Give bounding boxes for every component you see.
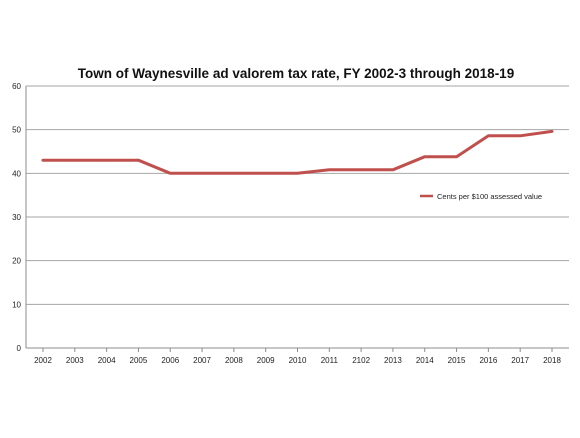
x-tick-label: 2006 [161, 356, 179, 365]
data-point [391, 168, 395, 172]
x-tick-label: 2014 [416, 356, 434, 365]
x-axis: 2002 2003 2004 2005 2006 2007 2008 2009 2010 2011… [26, 347, 569, 365]
y-tick-label: 40 [12, 169, 21, 178]
data-point [455, 155, 458, 158]
data-point [73, 159, 77, 162]
y-tick-label: 50 [12, 126, 21, 135]
y-axis: 0 10 20 30 40 50 60 [12, 82, 27, 353]
data-point [105, 159, 108, 162]
x-tick-label: 2002 [34, 356, 52, 365]
x-tick-label: 2005 [130, 356, 148, 365]
x-tick-label: 2011 [321, 356, 339, 365]
y-tick-label: 20 [12, 257, 21, 266]
x-tick-label: 2003 [66, 356, 84, 365]
data-point [550, 130, 554, 133]
series-line [41, 129, 554, 175]
x-tick-label: 2010 [289, 356, 307, 365]
data-point [232, 172, 236, 175]
x-tick-label: 2102 [352, 356, 370, 365]
data-point [169, 172, 172, 175]
data-point [137, 159, 140, 162]
x-tick-label: 2007 [193, 356, 211, 365]
data-point [423, 155, 426, 158]
y-tick-label: 10 [12, 300, 21, 309]
data-point [296, 172, 299, 175]
gridlines [26, 85, 569, 305]
legend-label: Cents per $100 assessed value [437, 192, 542, 201]
x-tick-label: 2009 [257, 356, 275, 365]
data-point [518, 134, 522, 137]
x-tick-label: 2008 [225, 356, 243, 365]
data-point [41, 159, 45, 162]
x-tick-label: 2018 [543, 356, 561, 365]
series-lines [41, 129, 554, 175]
y-tick-label: 30 [12, 213, 21, 222]
y-tick-label: 0 [17, 344, 22, 353]
x-tick-label: 2015 [448, 356, 466, 365]
chart-title: Town of Waynesville ad valorem tax rate,… [78, 66, 514, 81]
legend: Cents per $100 assessed value [420, 192, 542, 201]
data-point [487, 134, 490, 137]
data-point [328, 168, 331, 172]
data-point [264, 172, 267, 175]
x-tick-label: 2013 [384, 356, 402, 365]
x-tick-label: 2016 [479, 356, 497, 365]
data-point [359, 168, 363, 172]
x-tick-label: 2004 [98, 356, 116, 365]
data-point [200, 172, 204, 175]
x-tick-label: 2017 [511, 356, 529, 365]
y-tick-label: 60 [12, 82, 21, 91]
